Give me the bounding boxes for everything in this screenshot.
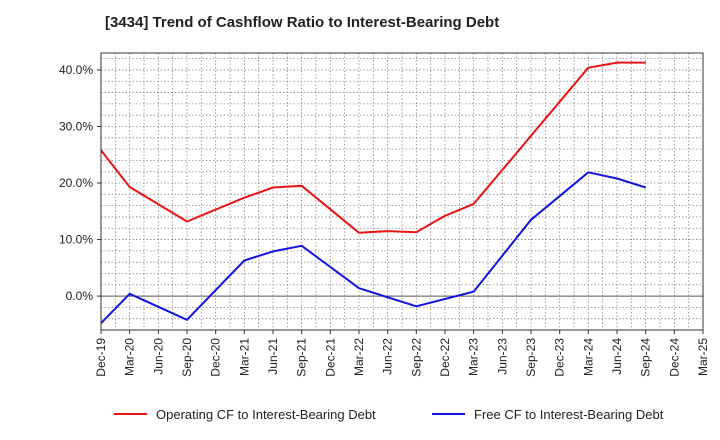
legend-label-2: Free CF to Interest-Bearing Debt [474, 407, 664, 422]
x-tick-label: Jun-22 [381, 338, 395, 375]
x-tick-label: Mar-23 [467, 338, 481, 376]
x-tick-label: Dec-21 [323, 338, 337, 377]
legend-label-1: Operating CF to Interest-Bearing Debt [156, 407, 376, 422]
series-line-1 [100, 61, 646, 234]
x-tick-label: Mar-21 [237, 338, 251, 376]
x-tick-label: Sep-24 [639, 338, 653, 377]
x-tick-label: Dec-24 [667, 338, 681, 377]
x-tick-label: Sep-20 [180, 338, 194, 377]
x-axis-ticks: Dec-19 Mar-20 Jun-20 Sep-20 Dec-20 Mar-21 Jun-… [94, 330, 710, 377]
y-tick-label: 30.0% [59, 119, 93, 133]
x-tick-label: Sep-23 [524, 338, 538, 377]
series-layer [100, 61, 646, 324]
grid-layer [101, 53, 703, 331]
x-tick-label: Mar-20 [123, 338, 137, 376]
x-tick-label: Sep-22 [409, 338, 423, 377]
x-tick-label: Mar-24 [581, 338, 595, 376]
x-tick-label: Mar-25 [696, 338, 710, 376]
y-tick-label: 40.0% [59, 63, 93, 77]
y-tick-label: 10.0% [59, 233, 93, 247]
y-axis-ticks: 0.0% 10.0% 20.0% 30.0% 40.0% [59, 63, 101, 303]
x-tick-label: Jun-24 [610, 338, 624, 375]
legend: Operating CF to Interest-Bearing Debt Fre… [114, 407, 664, 422]
x-tick-label: Sep-21 [295, 338, 309, 377]
x-tick-label: Dec-22 [438, 338, 452, 377]
x-tick-label: Dec-19 [94, 338, 108, 377]
y-tick-label: 0.0% [66, 289, 94, 303]
x-tick-label: Mar-22 [352, 338, 366, 376]
x-tick-label: Jun-21 [266, 338, 280, 375]
x-tick-label: Dec-20 [209, 338, 223, 377]
chart-title: [3434] Trend of Cashflow Ratio to Intere… [105, 14, 500, 31]
y-tick-label: 20.0% [59, 176, 93, 190]
x-tick-label: Jun-20 [151, 338, 165, 375]
plot-frame [100, 52, 704, 331]
series-line-2 [100, 171, 646, 324]
x-tick-label: Jun-23 [495, 338, 509, 375]
x-tick-label: Dec-23 [553, 338, 567, 377]
